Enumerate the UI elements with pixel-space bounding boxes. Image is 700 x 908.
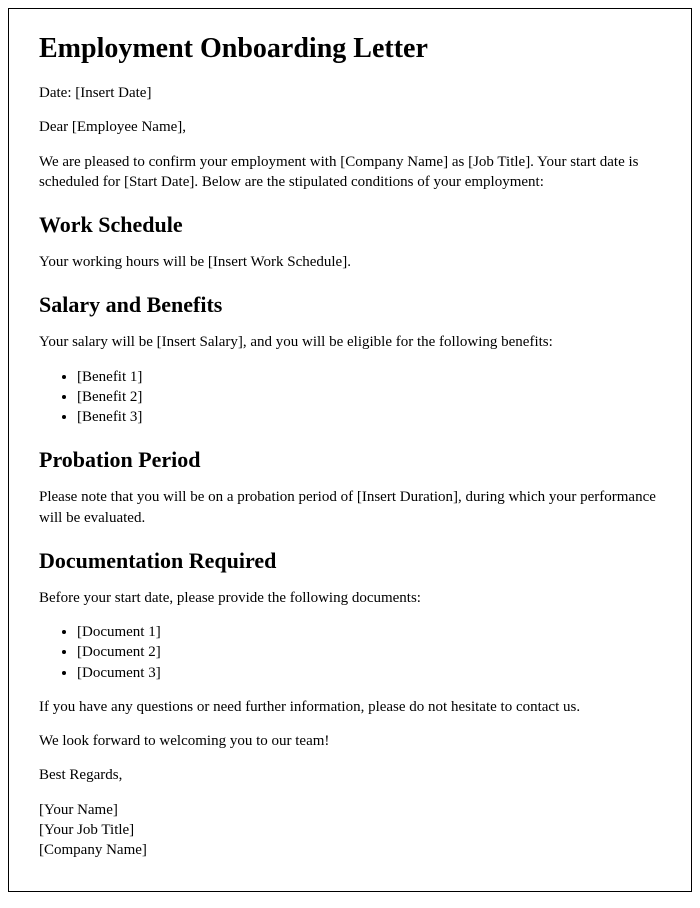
section-body-probation: Please note that you will be on a probat… — [39, 487, 661, 528]
list-item: [Benefit 2] — [77, 387, 661, 407]
signature-name: [Your Name] — [39, 800, 661, 820]
list-item: [Document 2] — [77, 642, 661, 662]
section-body-work-schedule: Your working hours will be [Insert Work … — [39, 252, 661, 272]
page-title: Employment Onboarding Letter — [39, 33, 661, 65]
section-heading-probation: Probation Period — [39, 447, 661, 473]
list-item: [Benefit 1] — [77, 367, 661, 387]
closing-signoff: Best Regards, — [39, 765, 661, 785]
signature-block: [Your Name] [Your Job Title] [Company Na… — [39, 800, 661, 861]
list-item: [Benefit 3] — [77, 407, 661, 427]
documents-list: [Document 1] [Document 2] [Document 3] — [77, 622, 661, 683]
closing-contact: If you have any questions or need furthe… — [39, 697, 661, 717]
benefits-list: [Benefit 1] [Benefit 2] [Benefit 3] — [77, 367, 661, 428]
signature-company: [Company Name] — [39, 840, 661, 860]
list-item: [Document 3] — [77, 663, 661, 683]
section-heading-salary-benefits: Salary and Benefits — [39, 292, 661, 318]
date-line: Date: [Insert Date] — [39, 83, 661, 103]
signature-title: [Your Job Title] — [39, 820, 661, 840]
letter-page: Employment Onboarding Letter Date: [Inse… — [8, 8, 692, 892]
section-body-documentation: Before your start date, please provide t… — [39, 588, 661, 608]
closing-welcome: We look forward to welcoming you to our … — [39, 731, 661, 751]
intro-paragraph: We are pleased to confirm your employmen… — [39, 152, 661, 193]
section-heading-work-schedule: Work Schedule — [39, 212, 661, 238]
section-heading-documentation: Documentation Required — [39, 548, 661, 574]
greeting: Dear [Employee Name], — [39, 117, 661, 137]
list-item: [Document 1] — [77, 622, 661, 642]
section-body-salary-benefits: Your salary will be [Insert Salary], and… — [39, 332, 661, 352]
